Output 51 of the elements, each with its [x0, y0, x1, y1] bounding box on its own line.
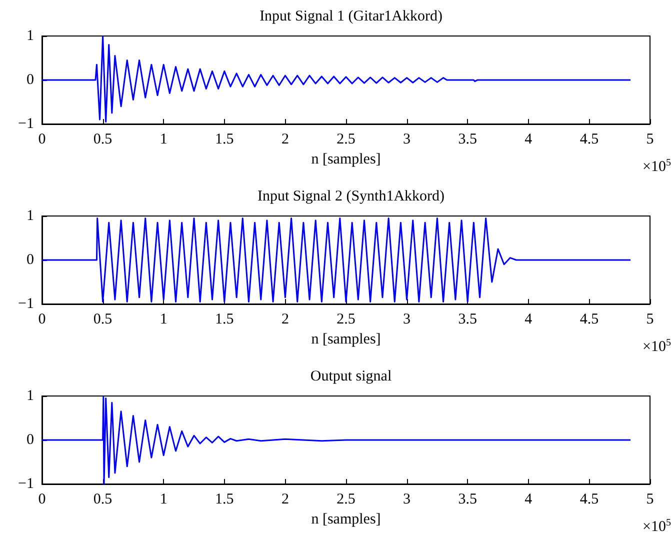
- y-tick-label: 0: [26, 72, 34, 88]
- x-tick-label: 3: [403, 312, 411, 328]
- x-tick-label: 3.5: [458, 132, 477, 148]
- x-tick-label: 3.5: [458, 312, 477, 328]
- x-tick-label: 2: [281, 132, 289, 148]
- y-tick-label: 1: [26, 388, 34, 404]
- x-tick-label: 1: [160, 132, 168, 148]
- x-tick-label: 4.5: [580, 492, 599, 508]
- x-tick-label: 3.5: [458, 492, 477, 508]
- y-tick-label: −1: [18, 476, 34, 492]
- x-tick-label: 1.5: [215, 132, 234, 148]
- x-tick-label: 0.5: [93, 132, 112, 148]
- x-tick-label: 3: [403, 132, 411, 148]
- x-axis-title: n [samples]: [311, 152, 381, 168]
- line-series: [41, 395, 632, 485]
- x-tick-label: 4.5: [580, 312, 599, 328]
- x-tick-label: 5: [646, 132, 654, 148]
- x-tick-label: 1: [160, 492, 168, 508]
- x-tick-label: 2.5: [336, 132, 356, 148]
- y-tick-label: 0: [26, 432, 34, 448]
- x-tick-label: 1: [160, 312, 168, 328]
- x-tick-label: 5: [646, 492, 654, 508]
- x-tick-label: 0.5: [93, 492, 112, 508]
- x-tick-label: 2.5: [336, 312, 356, 328]
- x-tick-label: 4: [524, 312, 533, 328]
- chart-title: Input Signal 2 (Synth1Akkord): [257, 188, 445, 204]
- y-tick-label: 0: [26, 252, 34, 268]
- x-tick-label: 5: [646, 312, 654, 328]
- x-tick-label: 3: [403, 492, 411, 508]
- x-tick-label: 1.5: [215, 492, 234, 508]
- x-tick-label: 4.5: [580, 132, 599, 148]
- y-tick-label: 1: [26, 208, 34, 224]
- x-tick-label: 2: [281, 492, 289, 508]
- x-tick-label: 2.5: [336, 492, 356, 508]
- x-tick-label: 0.5: [93, 312, 112, 328]
- x-tick-label: 4: [524, 492, 533, 508]
- x-tick-label: 0: [38, 312, 46, 328]
- y-tick-label: −1: [18, 296, 34, 312]
- y-tick-label: −1: [18, 116, 34, 132]
- x-tick-label: 2: [281, 312, 289, 328]
- y-tick-label: 1: [26, 28, 34, 44]
- chart-title: Output signal: [310, 368, 392, 384]
- x-tick-label: 4: [524, 132, 533, 148]
- line-series: [41, 35, 632, 123]
- x-tick-label: 0: [38, 492, 46, 508]
- line-series: [41, 217, 632, 303]
- x-axis-title: n [samples]: [311, 512, 381, 528]
- chart-title: Input Signal 1 (Gitar1Akkord): [260, 8, 442, 24]
- x-axis-title: n [samples]: [311, 332, 381, 348]
- x-tick-label: 1.5: [215, 312, 234, 328]
- x-tick-label: 0: [38, 132, 46, 148]
